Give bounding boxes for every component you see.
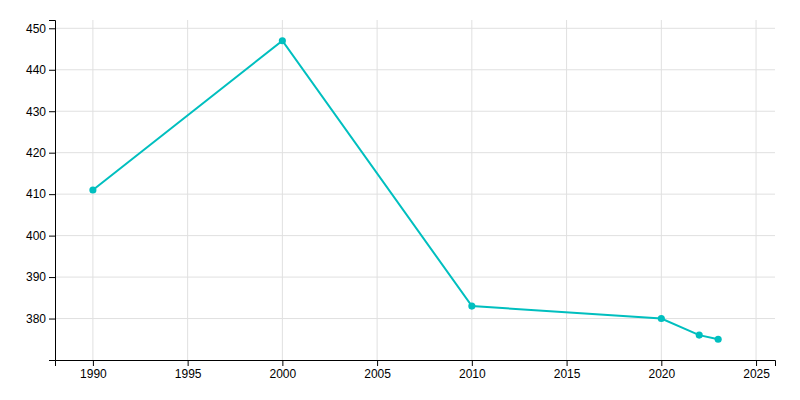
y-tick-label: 410: [26, 187, 46, 201]
y-axis: 380 390 400 410 420 430 440 450: [26, 21, 56, 361]
series: [89, 37, 721, 343]
x-tick: 2015: [554, 360, 581, 381]
y-grid-line: [55, 69, 775, 70]
x-tick-label: 2020: [648, 367, 675, 381]
x-tick-label: 2005: [364, 367, 391, 381]
y-tick: 390: [26, 270, 55, 284]
x-tick-mark: [661, 360, 662, 366]
x-tick-mark: [188, 360, 189, 366]
y-tick: 410: [26, 187, 55, 201]
y-grid-line: [55, 194, 775, 195]
x-tick-mark: [756, 360, 757, 366]
x-tick: 1990: [80, 360, 107, 381]
point: [468, 303, 475, 310]
x-tick-mark: [93, 360, 94, 366]
y-tick: 450: [26, 22, 55, 36]
y-tick-label: 380: [26, 312, 46, 326]
x-tick-mark: [472, 360, 473, 366]
x-tick-label: 2015: [554, 367, 581, 381]
x-tick-mark: [567, 360, 568, 366]
y-grid-line: [55, 318, 775, 319]
y-tick-mark: [49, 194, 55, 195]
y-tick-mark: [49, 111, 55, 112]
y-tick: 430: [26, 105, 55, 119]
x-grid-line: [566, 20, 567, 360]
x-tick-label: 2000: [270, 367, 297, 381]
y-tick-label: 420: [26, 146, 46, 160]
y-tick-label: 430: [26, 105, 46, 119]
y-grid-line: [55, 152, 775, 153]
x-grid-line: [187, 20, 188, 360]
point: [658, 315, 665, 322]
y-tick-mark: [49, 236, 55, 237]
x-tick-mark: [282, 360, 283, 366]
y-tick-mark: [49, 277, 55, 278]
y-tick-mark: [49, 319, 55, 320]
x-grid-line: [756, 20, 757, 360]
y-tick: 440: [26, 63, 55, 77]
x-tick: 1995: [175, 360, 202, 381]
y-tick-label: 400: [26, 229, 46, 243]
x-axis-line: [56, 361, 776, 367]
grid: [55, 20, 775, 360]
point: [89, 186, 96, 193]
x-grid-line: [661, 20, 662, 360]
point: [279, 37, 286, 44]
x-tick: 2025: [743, 360, 770, 381]
y-grid-line: [55, 28, 775, 29]
y-tick-mark: [49, 28, 55, 29]
x-tick: 2020: [648, 360, 675, 381]
y-grid-line: [55, 235, 775, 236]
y-grid-line: [55, 111, 775, 112]
y-grid-line: [55, 277, 775, 278]
y-axis-line: [49, 21, 56, 361]
x-axis: 1990 1995 2000 2005 2010 2015 2020 2025: [56, 360, 776, 381]
x-tick-mark: [377, 360, 378, 366]
point: [715, 336, 722, 343]
y-tick: 400: [26, 229, 55, 243]
x-tick-label: 1990: [80, 367, 107, 381]
x-tick-label: 2010: [459, 367, 486, 381]
line: [93, 41, 718, 340]
point: [696, 332, 703, 339]
y-tick-label: 390: [26, 270, 46, 284]
y-tick-label: 440: [26, 63, 46, 77]
y-tick-mark: [49, 70, 55, 71]
y-tick-label: 450: [26, 22, 46, 36]
x-tick-label: 1995: [175, 367, 202, 381]
x-tick: 2005: [364, 360, 391, 381]
x-tick: 2000: [270, 360, 297, 381]
y-tick: 380: [26, 312, 55, 326]
x-tick: 2010: [459, 360, 486, 381]
x-tick-label: 2025: [743, 367, 770, 381]
y-tick-mark: [49, 153, 55, 154]
plot-area: 1990 1995 2000 2005 2010 2015 2020 2025 380 390 40…: [26, 20, 776, 381]
y-tick: 420: [26, 146, 55, 160]
x-grid-line: [282, 20, 283, 360]
chart: 1990 1995 2000 2005 2010 2015 2020 2025 380 390 40…: [0, 0, 800, 400]
x-grid-line: [377, 20, 378, 360]
